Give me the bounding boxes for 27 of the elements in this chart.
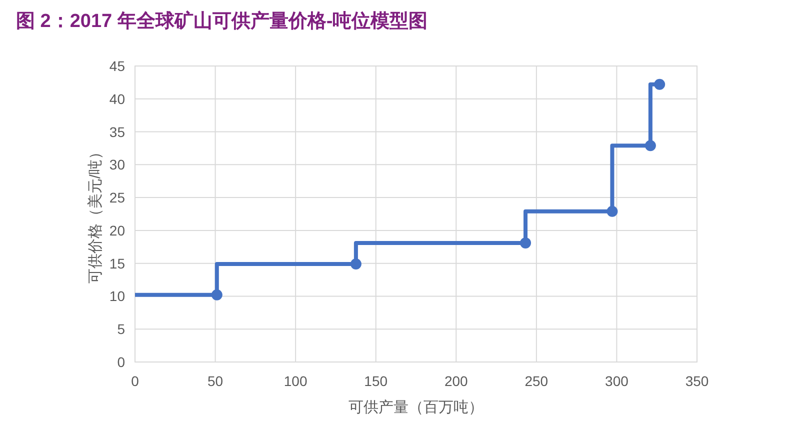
y-tick-label: 45: [109, 58, 126, 74]
y-tick-label: 25: [109, 190, 126, 206]
y-tick-label: 5: [117, 321, 126, 338]
y-tick-label: 35: [109, 124, 126, 140]
x-tick-label: 200: [444, 373, 468, 389]
point: [644, 140, 656, 152]
point: [211, 289, 222, 300]
y-tick-label: 40: [109, 90, 126, 107]
x-tick-label: 0: [131, 373, 140, 389]
x-tick-label: 250: [524, 373, 548, 389]
x-tick-label: 50: [207, 373, 224, 389]
x-axis-title: 可供产量（百万吨）: [348, 399, 484, 416]
x-tick-label: 350: [685, 373, 709, 389]
x-tick-label: 150: [364, 373, 388, 389]
point: [606, 206, 618, 217]
y-tick-label: 0: [117, 354, 126, 370]
y-axis-title: 可供价格（美元/吨）: [87, 144, 104, 284]
x-tick-label: 100: [284, 373, 308, 389]
y-tick-label: 10: [109, 288, 126, 304]
x-tick-label: 300: [605, 373, 629, 389]
point: [520, 237, 532, 248]
y-tick-label: 15: [109, 255, 126, 272]
point: [654, 78, 666, 90]
y-tick-label: 30: [109, 156, 126, 173]
chart-title: 图 2：2017 年全球矿山可供产量价格-吨位模型图: [16, 10, 428, 32]
point: [350, 258, 362, 270]
y-tick-label: 20: [109, 222, 126, 238]
